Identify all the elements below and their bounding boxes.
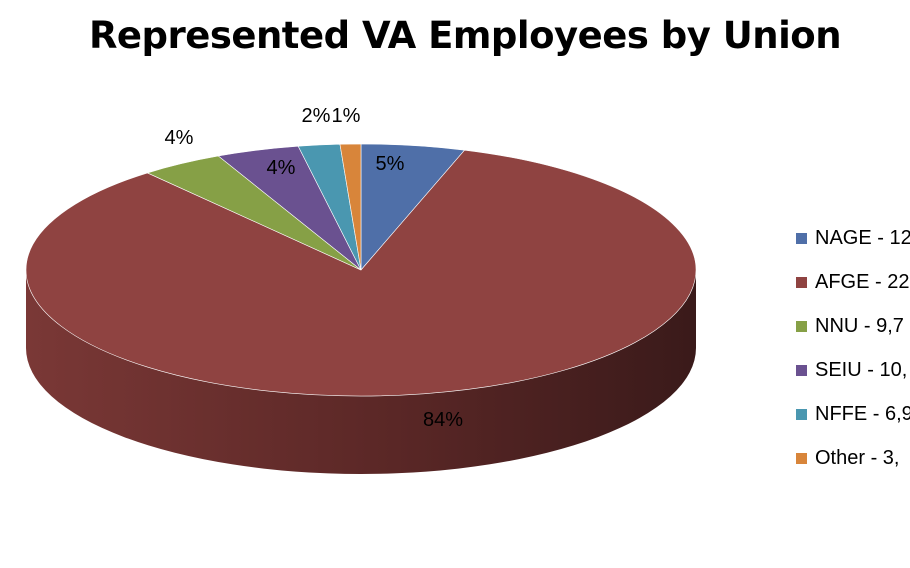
pie-slice-label-4: 2% xyxy=(302,105,331,127)
legend-item: NNU - 9,7 xyxy=(796,304,910,348)
chart-legend: NAGE - 12 AFGE - 22 NNU - 9,7 SEIU - 10, NFF… xyxy=(796,216,910,480)
pie-slice-label-5: 1% xyxy=(332,105,361,127)
legend-swatch xyxy=(796,320,807,332)
legend-item: Other - 3, xyxy=(796,436,910,480)
legend-label: Other - 3, xyxy=(815,446,900,469)
pie-slice-label-3: 4% xyxy=(267,157,296,179)
pie-slice-label-1: 84% xyxy=(423,409,463,431)
legend-item: SEIU - 10, xyxy=(796,348,910,392)
pie-slice-1 xyxy=(25,149,697,397)
legend-label: SEIU - 10, xyxy=(815,358,908,381)
chart-title: Represented VA Employees by Union xyxy=(88,14,842,57)
pie-side xyxy=(26,270,696,474)
pie-slice-label-2: 4% xyxy=(165,127,194,149)
pie-top xyxy=(25,143,697,397)
pie-slice-5 xyxy=(339,143,362,271)
legend-label: NFFE - 6,9 xyxy=(815,402,910,425)
legend-item: NAGE - 12 xyxy=(796,216,910,260)
legend-swatch xyxy=(796,276,807,288)
legend-swatch xyxy=(796,408,807,420)
legend-swatch xyxy=(796,232,807,244)
legend-swatch xyxy=(796,364,807,376)
pie-side-wall xyxy=(26,270,696,474)
pie-labels: 5% 84% 4% 4% 2% 1% xyxy=(165,105,464,431)
legend-label: NNU - 9,7 xyxy=(815,314,904,337)
legend-item: AFGE - 22 xyxy=(796,260,910,304)
pie-slice-label-0: 5% xyxy=(376,153,405,175)
legend-label: AFGE - 22 xyxy=(815,270,910,293)
legend-label: NAGE - 12 xyxy=(815,226,910,249)
legend-swatch xyxy=(796,452,807,464)
legend-item: NFFE - 6,9 xyxy=(796,392,910,436)
